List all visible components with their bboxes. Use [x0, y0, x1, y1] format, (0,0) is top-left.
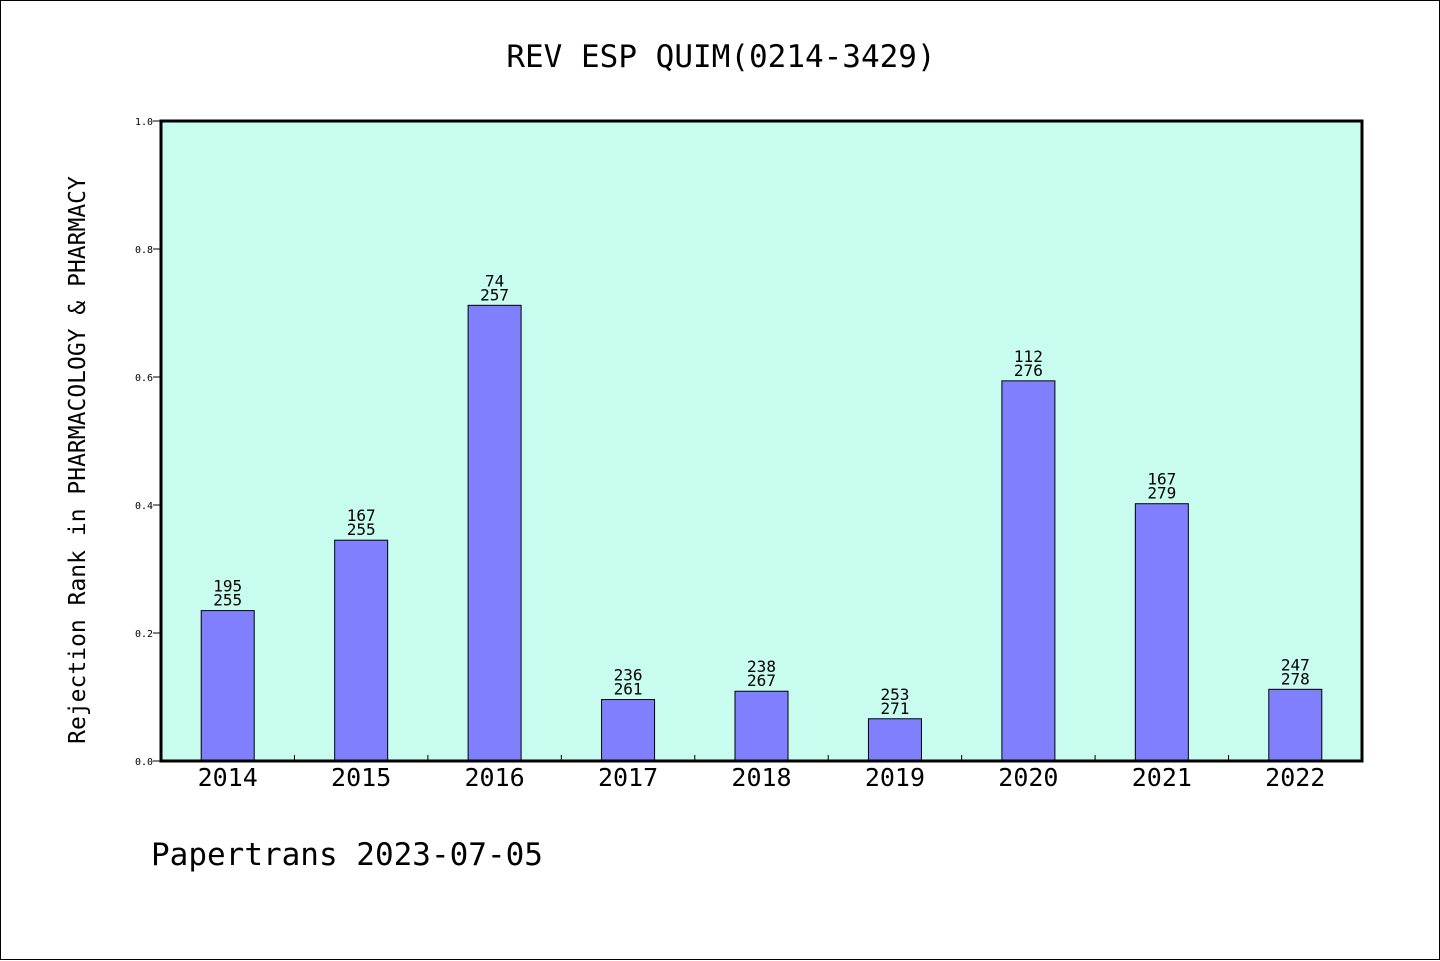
x-tick-label: 2018: [731, 763, 791, 792]
x-tick-label: 2017: [598, 763, 658, 792]
bar-total-label: 257: [480, 285, 509, 304]
y-tick-label: 0.8: [135, 245, 153, 256]
y-tick-label: 0.2: [135, 629, 153, 640]
bar-rank-label: 167: [1147, 470, 1176, 489]
bar-total-label: 278: [1281, 669, 1310, 688]
x-tick-label: 2022: [1265, 763, 1325, 792]
y-axis: 0.0 0.2 0.4 0.6 0.8 1.0: [135, 117, 161, 768]
bar-total-label: 261: [614, 680, 643, 699]
bar-2015: [334, 539, 389, 762]
bar-total-label: 279: [1147, 484, 1176, 503]
y-tick-label: 0.4: [135, 501, 153, 512]
y-tick-label: 0.6: [135, 373, 153, 384]
bar-rank-label: 112: [1014, 347, 1043, 366]
plot-border: [159, 119, 1364, 763]
bar-rank-label: 195: [213, 577, 242, 596]
footer-text: Papertrans 2023-07-05: [151, 837, 543, 873]
bar-2014: [200, 610, 255, 762]
bar-total-label: 255: [213, 591, 242, 610]
bar-2019: [867, 718, 922, 762]
bar-rank-label: 74: [485, 271, 504, 290]
y-tick-label: 1.0: [135, 117, 153, 128]
x-tick-label: 2021: [1132, 763, 1192, 792]
bar-labels-group: 1952551672557425723626123826725327111227…: [213, 271, 1309, 717]
bar-total-label: 271: [880, 699, 909, 718]
x-axis: 2014 2015 2016 2017 2018 2019 2020 2021 2022: [198, 755, 1325, 792]
y-axis-label: Rejection Rank in PHARMACOLOGY & PHARMAC…: [65, 176, 91, 744]
bar-2020: [1001, 380, 1056, 762]
y-tick-label: 0.0: [135, 757, 153, 768]
bar-rank-label: 253: [880, 685, 909, 704]
bar-2016: [467, 304, 522, 762]
bar-total-label: 276: [1014, 361, 1043, 380]
bar-total-label: 255: [347, 520, 376, 539]
x-tick-label: 2014: [198, 763, 258, 792]
x-tick-label: 2015: [331, 763, 391, 792]
bar-2022: [1268, 688, 1323, 762]
bar-rank-label: 236: [614, 666, 643, 685]
x-tick-label: 2019: [865, 763, 925, 792]
chart-title: REV ESP QUIM(0214-3429): [506, 39, 935, 75]
bars-group: [200, 304, 1323, 762]
bar-2018: [734, 690, 789, 762]
bar-2021: [1134, 503, 1189, 762]
x-tick-label: 2016: [465, 763, 525, 792]
bar-rank-label: 238: [747, 657, 776, 676]
bar-rank-label: 247: [1281, 655, 1310, 674]
x-tick-label: 2020: [998, 763, 1058, 792]
bar-total-label: 267: [747, 671, 776, 690]
bar-rank-label: 167: [347, 506, 376, 525]
bar-2017: [601, 699, 656, 762]
